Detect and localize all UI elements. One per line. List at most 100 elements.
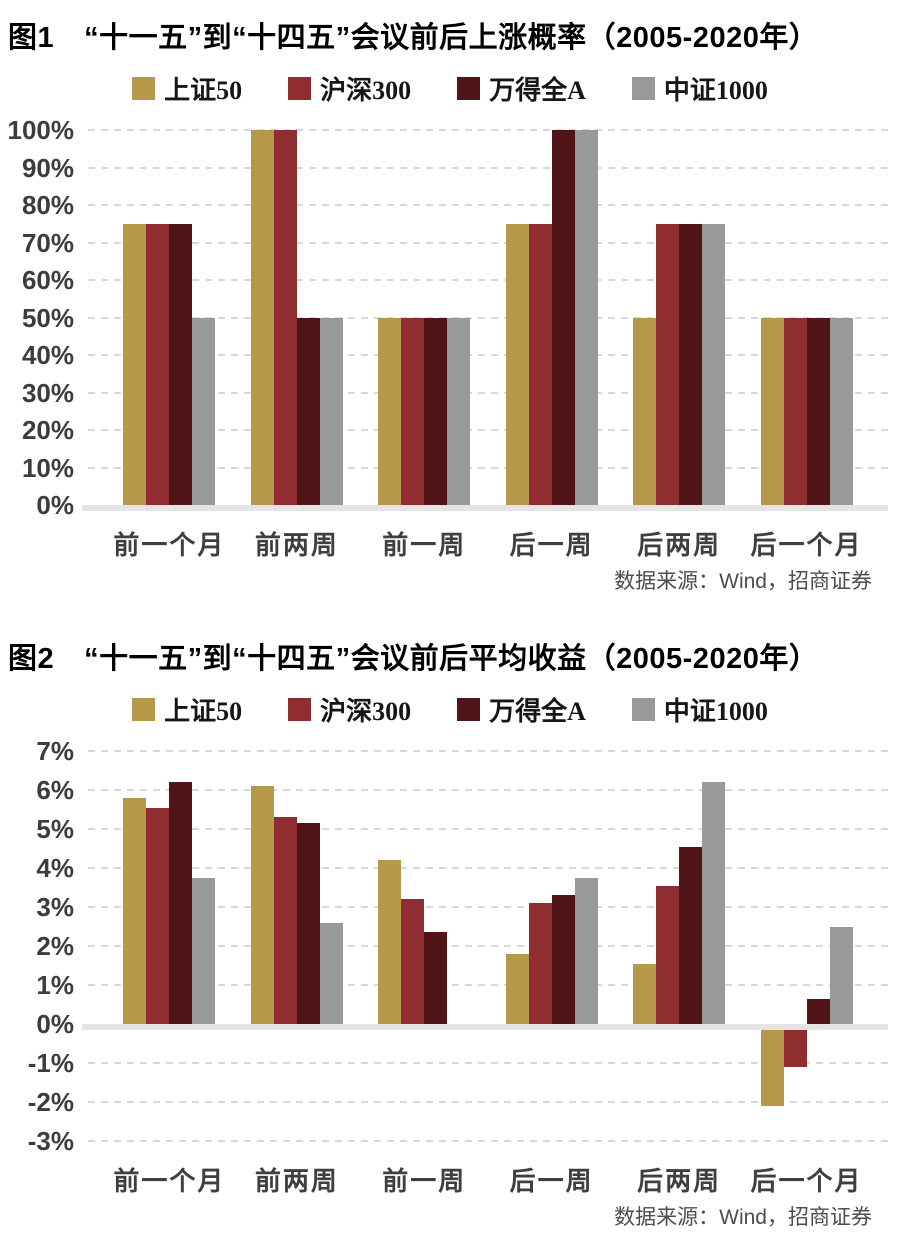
x-axis-category-label: 后一周: [509, 1167, 594, 1196]
bar: [528, 223, 552, 505]
x-axis-category-label: 后一个月: [750, 531, 863, 560]
y-axis-tick-label: 0%: [36, 1009, 74, 1039]
gridline: [88, 354, 888, 356]
y-axis-tick-label: 100%: [7, 115, 75, 145]
bar: [146, 223, 170, 505]
y-axis-tick-label: 6%: [36, 775, 74, 805]
bar: [169, 782, 193, 1024]
bar: [424, 317, 448, 505]
x-axis-category-label: 前一周: [382, 531, 467, 560]
x-axis-category-label: 前两周: [254, 531, 339, 560]
y-axis-tick-label: -1%: [27, 1048, 74, 1078]
x-axis-category-label: 前两周: [254, 1167, 339, 1196]
bar: [551, 895, 575, 1024]
x-axis-labels: 前一个月 前两周 前一周 后一周 后两周 后一个月: [88, 1161, 888, 1197]
legend-item-label: 中证1000: [663, 75, 768, 105]
y-axis-tick-label: 1%: [36, 970, 74, 1000]
gridline: [88, 279, 888, 281]
bar: [505, 953, 529, 1024]
gridline: [88, 1140, 888, 1142]
legend-item-label: 万得全A: [489, 696, 586, 726]
legend-item-label: 上证50: [164, 75, 243, 105]
legend-item-label: 上证50: [164, 696, 243, 726]
gridline: [88, 1062, 888, 1064]
bar-group: [378, 751, 470, 1147]
data-source-note: 数据来源：Wind，招商证券: [614, 570, 872, 593]
bar: [250, 130, 274, 505]
bar: [401, 899, 425, 1024]
legend: 上证50 沪深300 万得全A 中证1000: [0, 70, 900, 107]
bar: [829, 926, 853, 1024]
bar-group: [505, 751, 598, 1147]
legend-item-label: 沪深300: [320, 696, 412, 726]
gridline: [88, 1101, 888, 1103]
legend-item: 沪深300: [288, 70, 411, 107]
bar: [505, 223, 529, 505]
bar: [806, 998, 830, 1024]
bar-group: [123, 751, 216, 1147]
gridline: [88, 750, 888, 752]
gridline: [88, 241, 888, 244]
bar: [574, 130, 598, 505]
x-axis-category-label: 后两周: [637, 1167, 722, 1196]
bar: [401, 317, 425, 505]
gridline: [88, 129, 888, 131]
bar: [656, 223, 680, 505]
gridline: [88, 867, 888, 869]
figure-2: 图2 “十一五”到“十四五”会议前后平均收益（2005-2020年） 上证50 沪深…: [0, 621, 900, 1231]
data-source-note: 数据来源：Wind，招商证券: [614, 1206, 872, 1229]
bar: [123, 797, 147, 1024]
figure-2-title-text: “十一五”到“十四五”会议前后平均收益（2005-2020年）: [84, 643, 819, 675]
plot-area: [82, 129, 888, 511]
bar-group: [378, 130, 471, 511]
bar-groups: [88, 751, 888, 1147]
bar: [633, 317, 657, 505]
gridline: [88, 429, 888, 431]
legend-item: 中证1000: [631, 691, 768, 728]
gridline: [88, 789, 888, 791]
bar-group: [760, 751, 853, 1147]
bar: [702, 223, 726, 505]
chart-area: 7% 6% 5% 4% 3% 2% 1% 0% -1% -2% -3% 前一个月 前两周 前一周 后一周 后…: [0, 738, 900, 1197]
x-axis-category-label: 后一个月: [750, 1167, 863, 1196]
bar: [296, 317, 320, 505]
y-axis-tick-label: 5%: [36, 814, 74, 844]
y-axis: 100% 90% 80% 70% 60% 50% 40% 30% 20% 10% 0%: [0, 117, 88, 518]
bar: [679, 223, 703, 505]
legend-item: 万得全A: [457, 691, 586, 728]
y-axis-tick-label: 30%: [21, 377, 74, 408]
bar: [273, 130, 297, 505]
bar: [146, 807, 170, 1024]
bar-group: [250, 130, 343, 511]
zero-axis: [82, 505, 888, 511]
bar: [574, 877, 598, 1024]
bar-group: [633, 130, 726, 511]
figure-1-title: 图1 “十一五”到“十四五”会议前后上涨概率（2005-2020年）: [8, 14, 900, 56]
figure-2-label: 图2: [8, 643, 55, 675]
legend-item: 上证50: [132, 70, 242, 107]
bar: [319, 922, 343, 1024]
legend-swatch-icon: [288, 697, 312, 721]
y-axis-tick-label: 50%: [21, 302, 74, 333]
bar: [633, 963, 657, 1024]
bar: [679, 846, 703, 1024]
bar: [783, 317, 807, 505]
y-axis-tick-label: 80%: [21, 190, 74, 220]
bar: [192, 317, 216, 505]
chart-area: 100% 90% 80% 70% 60% 50% 40% 30% 20% 10% 0% 前一个月 前两…: [0, 117, 900, 561]
legend-swatch-icon: [457, 76, 481, 100]
bar: [702, 782, 726, 1024]
legend-swatch-icon: [631, 76, 655, 100]
gridline: [88, 906, 888, 908]
gridline: [88, 391, 888, 394]
bar: [447, 317, 471, 505]
legend-item: 上证50: [132, 691, 242, 728]
bar: [424, 932, 448, 1024]
bar: [760, 1024, 784, 1106]
zero-axis: [82, 1024, 888, 1030]
bar: [551, 130, 575, 505]
figure-1: 图1 “十一五”到“十四五”会议前后上涨概率（2005-2020年） 上证50 沪深…: [0, 0, 900, 595]
x-axis-category-label: 前一个月: [113, 1167, 226, 1196]
legend-swatch-icon: [132, 76, 156, 100]
x-axis-labels: 前一个月 前两周 前一周 后一周 后两周 后一个月: [88, 525, 888, 561]
